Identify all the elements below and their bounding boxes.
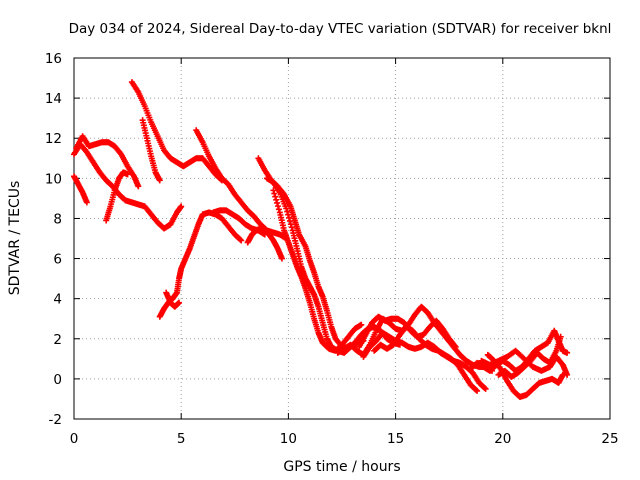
data-point xyxy=(275,206,282,213)
grid xyxy=(74,58,610,419)
data-point xyxy=(283,205,290,212)
y-tick-label: 12 xyxy=(45,131,62,147)
data-point xyxy=(83,199,90,206)
series-s3 xyxy=(71,173,90,206)
y-tick-label: 2 xyxy=(53,332,62,348)
data-point xyxy=(452,343,459,350)
data-point xyxy=(564,349,571,356)
data-point xyxy=(284,208,291,215)
x-tick-label: 10 xyxy=(280,431,297,447)
data-point xyxy=(482,385,489,392)
data-point xyxy=(481,385,488,392)
data-point xyxy=(285,211,292,218)
data-point xyxy=(124,171,131,178)
data-point xyxy=(273,196,280,203)
y-axis-label: SDTVAR / TECUs xyxy=(7,181,23,296)
y-tick-label: 0 xyxy=(53,372,62,388)
data-point xyxy=(237,236,244,243)
data-point xyxy=(238,237,245,244)
x-tick-labels: 0 5 10 15 20 25 xyxy=(70,431,619,447)
y-tick-label: 10 xyxy=(45,171,62,187)
x-tick-label: 25 xyxy=(601,431,618,447)
data-points xyxy=(71,79,571,400)
data-point xyxy=(287,221,294,228)
data-point xyxy=(274,203,281,210)
x-tick-label: 0 xyxy=(70,431,79,447)
data-point xyxy=(286,218,293,225)
chart-title: Day 034 of 2024, Sidereal Day-to-day VTE… xyxy=(69,21,612,37)
series-s14 xyxy=(270,187,365,354)
y-tick-label: 4 xyxy=(53,292,62,308)
data-point xyxy=(451,342,458,349)
series-s2 xyxy=(73,133,142,190)
y-tick-label: 8 xyxy=(53,211,62,227)
data-point xyxy=(156,177,163,184)
data-point xyxy=(135,183,142,190)
y-tick-label: -2 xyxy=(49,412,62,428)
plot-frame xyxy=(73,57,611,420)
data-point xyxy=(286,214,293,221)
data-point xyxy=(564,371,571,378)
data-point xyxy=(557,333,564,340)
y-tick-labels: -2 0 2 4 6 8 10 12 14 16 xyxy=(45,51,62,428)
data-point xyxy=(178,203,185,210)
x-tick-label: 5 xyxy=(177,431,186,447)
y-tick-label: 14 xyxy=(45,91,62,107)
x-tick-label: 20 xyxy=(494,431,511,447)
data-point xyxy=(288,224,295,231)
series-s21 xyxy=(478,347,571,378)
data-point xyxy=(272,193,279,200)
series-s4 xyxy=(103,169,131,224)
series-s18 xyxy=(371,323,481,394)
data-point xyxy=(270,187,277,194)
series-s20 xyxy=(484,351,566,400)
data-point xyxy=(358,321,365,328)
data-point xyxy=(176,299,183,306)
x-axis-label: GPS time / hours xyxy=(283,459,400,475)
y-tick-label: 6 xyxy=(53,252,62,268)
series-s9 xyxy=(163,289,183,310)
data-point xyxy=(271,190,278,197)
data-point xyxy=(274,199,281,206)
axis-ticks xyxy=(73,57,611,420)
series-s6 xyxy=(139,117,163,184)
data-point xyxy=(474,387,481,394)
y-tick-label: 16 xyxy=(45,51,62,67)
x-tick-label: 15 xyxy=(387,431,404,447)
series-s8 xyxy=(156,209,245,320)
series-s11 xyxy=(244,225,285,262)
series-s22 xyxy=(495,333,564,380)
data-point xyxy=(473,387,480,394)
data-point xyxy=(278,255,285,262)
